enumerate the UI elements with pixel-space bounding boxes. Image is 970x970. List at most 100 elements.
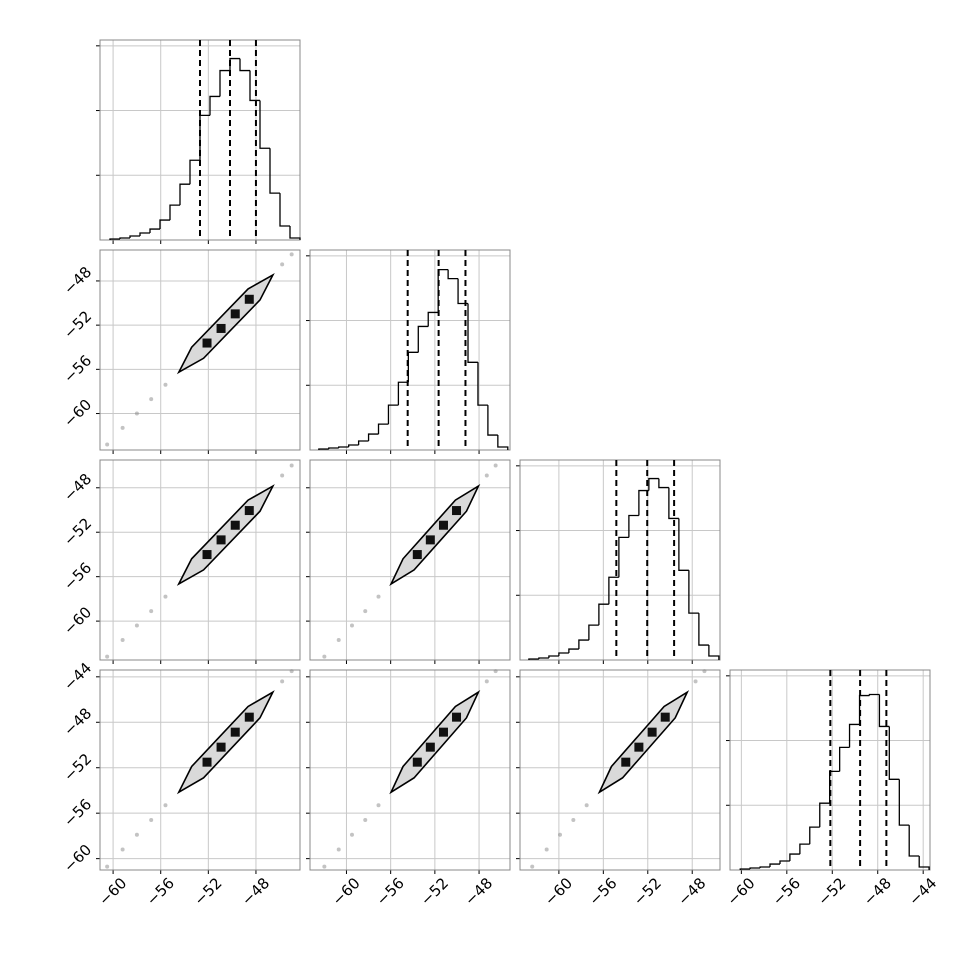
density-peak <box>425 742 435 752</box>
sample-point <box>484 679 489 684</box>
y-tick-label: −44 <box>60 659 95 694</box>
histogram-step <box>868 693 880 696</box>
histogram-step <box>888 726 900 780</box>
density-peak <box>438 520 448 530</box>
density-peak <box>202 757 212 767</box>
x-tick-label: −60 <box>95 874 130 909</box>
histogram-step <box>189 159 200 185</box>
density-peak <box>216 742 226 752</box>
panel-frame <box>99 459 301 661</box>
histogram-step <box>437 268 449 313</box>
x-tick-label: −48 <box>238 874 273 909</box>
histogram-step <box>558 652 569 656</box>
sample-point <box>120 847 125 852</box>
histogram-step <box>678 518 689 571</box>
x-tick-label: −60 <box>541 874 576 909</box>
y-tick-label: −52 <box>60 307 95 342</box>
x-tick-label: −52 <box>417 874 452 909</box>
histogram-step <box>338 446 349 448</box>
sample-point <box>702 669 707 674</box>
density-peak <box>647 727 657 737</box>
histogram-step <box>588 624 599 641</box>
density-peak <box>202 338 212 348</box>
histogram-step <box>289 226 301 240</box>
histogram-step <box>708 645 720 660</box>
sample-point <box>558 832 562 837</box>
density-peak <box>244 294 254 304</box>
histogram-step <box>759 866 770 868</box>
x-tick-label: −52 <box>190 874 225 909</box>
y-tick-label: −48 <box>60 704 95 739</box>
histogram-step <box>769 863 780 868</box>
y-tick-label: −52 <box>60 514 95 549</box>
x-tick-label: −56 <box>373 874 408 909</box>
histogram-step <box>387 404 399 425</box>
sample-point <box>134 623 139 628</box>
y-tick-label: −60 <box>60 603 95 638</box>
histogram-step <box>477 362 488 406</box>
histogram-step <box>739 868 751 870</box>
x-tick-label: −60 <box>329 874 364 909</box>
density-peak <box>216 323 226 333</box>
x-tick-label: −52 <box>814 874 849 909</box>
sample-point <box>105 654 110 659</box>
density-peak <box>438 727 448 737</box>
histogram-step <box>668 487 679 520</box>
histogram-step <box>348 444 359 448</box>
sample-point <box>280 679 285 684</box>
density-peak <box>412 757 422 767</box>
histogram-step <box>457 278 469 305</box>
panel-frame <box>309 249 511 451</box>
sample-point <box>544 847 549 852</box>
density-peak <box>244 712 254 722</box>
sample-point <box>693 679 698 684</box>
density-peak <box>216 535 226 545</box>
histogram-step <box>548 655 559 658</box>
density-peak <box>230 727 240 737</box>
sample-point <box>493 669 498 674</box>
histogram-step <box>598 603 609 626</box>
histogram-step <box>328 447 339 450</box>
histogram-step <box>269 148 280 194</box>
histogram-step <box>239 58 250 72</box>
histogram-step <box>219 69 230 97</box>
panel-frame <box>99 669 301 871</box>
histogram-step <box>628 514 639 538</box>
histogram-step <box>139 232 150 236</box>
sample-point <box>289 463 294 468</box>
sample-point <box>336 638 341 642</box>
sample-point <box>163 594 168 599</box>
sample-point <box>289 669 294 674</box>
sample-point <box>149 818 154 822</box>
density-peak <box>452 712 462 722</box>
density-peak <box>634 742 644 752</box>
histogram-step <box>618 536 629 578</box>
histogram-step <box>129 235 140 238</box>
histogram-step <box>497 435 509 450</box>
contour <box>176 272 275 375</box>
sample-point <box>280 262 285 267</box>
panel-frame <box>519 669 721 871</box>
histogram-step <box>149 228 160 234</box>
contour <box>176 484 275 586</box>
x-tick-label: −48 <box>461 874 496 909</box>
histogram-step <box>749 867 761 870</box>
histogram-step <box>908 825 920 857</box>
sample-point <box>149 609 154 614</box>
panel-frame <box>309 669 511 871</box>
x-tick-label: −56 <box>585 874 620 909</box>
histogram-step <box>658 478 669 489</box>
histogram-step <box>819 802 830 828</box>
x-tick-label: −44 <box>905 874 940 909</box>
sample-point <box>105 442 110 447</box>
histogram-step <box>427 311 439 327</box>
histogram-step <box>528 658 539 660</box>
contour <box>597 690 690 795</box>
sample-point <box>120 638 125 642</box>
y-tick-label: −48 <box>60 470 95 505</box>
sample-point <box>584 803 589 808</box>
sample-point <box>493 463 498 468</box>
panel-frame <box>99 249 301 451</box>
histogram-step <box>109 238 120 240</box>
